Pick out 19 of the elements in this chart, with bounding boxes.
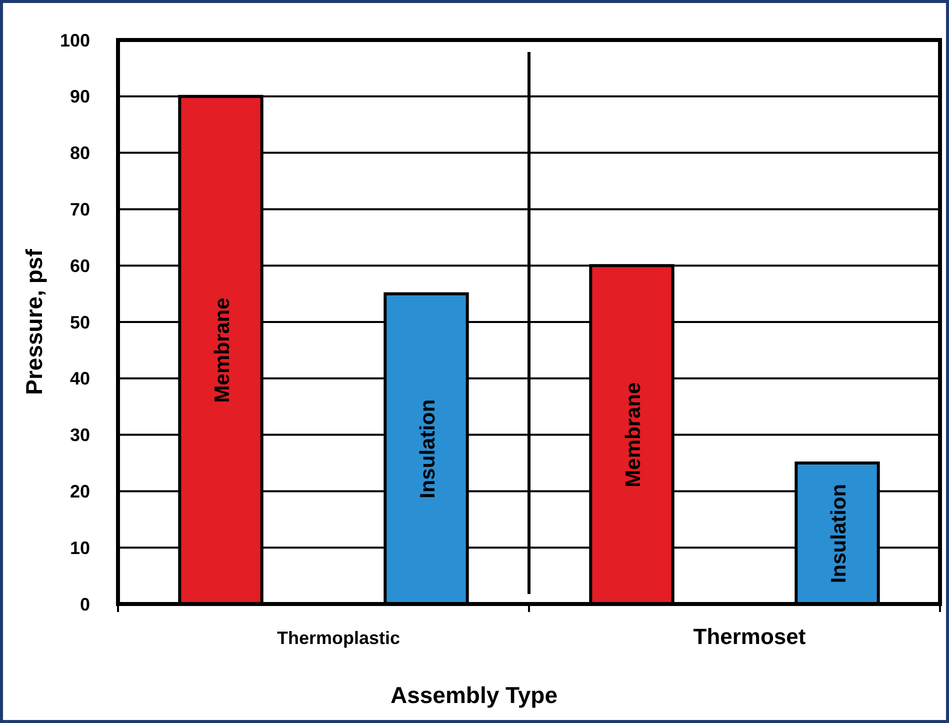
- y-tick-label: 80: [70, 143, 90, 164]
- x-tick-label: Thermoset: [693, 624, 806, 649]
- y-tick-label: 100: [60, 30, 90, 50]
- text: Membrane: [622, 382, 645, 488]
- y-tick-label: 50: [70, 312, 90, 332]
- text: Insulation: [416, 399, 440, 498]
- y-tick-label: 10: [70, 538, 90, 558]
- y-tick-label: 0: [80, 594, 90, 614]
- x-axis-title: Assembly Type: [390, 682, 558, 708]
- y-axis-title: Pressure, psf: [21, 248, 47, 395]
- y-tick-label: 30: [70, 425, 90, 446]
- x-tick-label: Thermoplastic: [276, 628, 400, 648]
- y-tick-label: 60: [70, 256, 90, 276]
- series-label: Insulation: [827, 484, 850, 584]
- y-tick-label: 90: [70, 86, 90, 107]
- y-tick-label: 40: [70, 368, 90, 389]
- y-tick-label: 70: [70, 200, 90, 220]
- y-tick-label: 20: [70, 482, 90, 502]
- series-label: Membrane: [210, 298, 234, 403]
